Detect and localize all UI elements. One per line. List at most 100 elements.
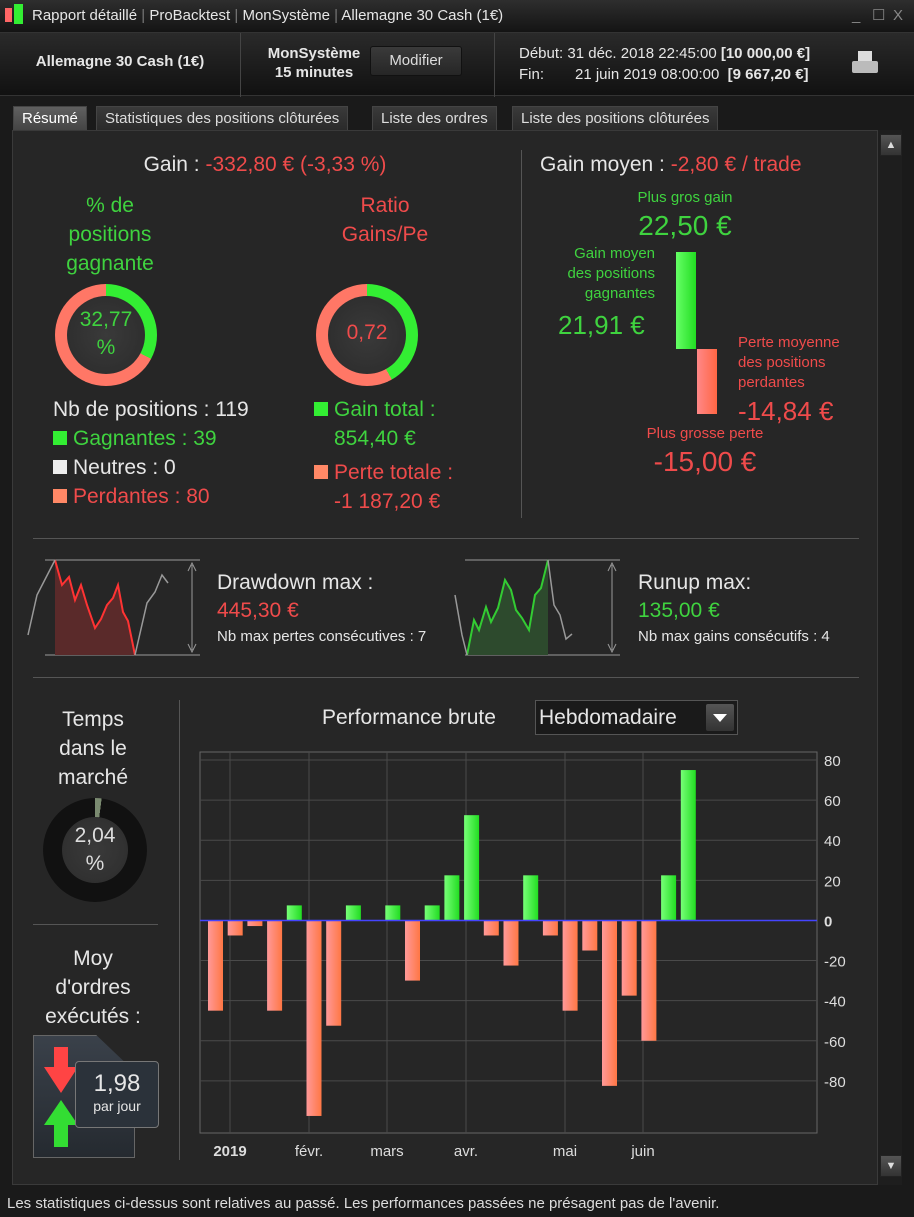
gain-total-label: Gain total :: [334, 398, 436, 421]
bar: [680, 770, 696, 921]
instrument-name: Allemagne 30 Cash (1€): [35, 53, 205, 70]
y-tick-label: 20: [824, 873, 841, 890]
divider: [33, 924, 158, 925]
title-line: positions: [68, 223, 152, 246]
tab-closed-positions[interactable]: Liste des positions clôturées: [512, 106, 719, 130]
x-tick-label: juin: [630, 1143, 654, 1160]
line: des positions: [738, 354, 826, 371]
performance-title: Performance brute: [322, 706, 496, 729]
scrollbar[interactable]: [878, 130, 902, 1185]
loss-total: -1 187,20 €: [334, 490, 441, 513]
ratio-title: Ratio Gains/Pe: [300, 191, 470, 249]
value: 2,04: [74, 824, 116, 847]
line: marché: [57, 766, 129, 789]
nb-positions: Nb de positions : 119: [53, 398, 249, 421]
x-tick-label: 2019: [213, 1143, 246, 1160]
winners: Gagnantes : 39: [73, 427, 217, 450]
divider: [33, 677, 859, 678]
bar: [523, 875, 539, 921]
max-loss: -15,00 €: [653, 446, 757, 477]
title-part: Rapport détaillé: [32, 7, 138, 24]
losers-square-icon: [53, 489, 67, 503]
disclaimer: Les statistiques ci-dessus sont relative…: [0, 1190, 914, 1217]
timeframe: 15 minutes: [274, 64, 354, 81]
divider: [521, 150, 522, 518]
bar: [621, 920, 637, 996]
close-button[interactable]: X: [893, 7, 904, 24]
totals: Gain total : 854,40 € Perte totale : -1 …: [314, 395, 453, 516]
tab-closed-stats[interactable]: Statistiques des positions clôturées: [96, 106, 349, 130]
title-part: MonSystème: [242, 7, 330, 24]
line: Temps: [62, 708, 124, 731]
unit: %: [85, 852, 105, 875]
title-line: Gains/Pe: [341, 223, 429, 246]
title-part: Allemagne 30 Cash (1€): [341, 7, 504, 24]
bar: [542, 920, 558, 936]
start-date: 31 déc. 2018 22:45:00: [567, 45, 717, 62]
bar: [286, 905, 302, 921]
y-tick-label: -60: [824, 1034, 846, 1051]
modify-button[interactable]: Modifier: [370, 46, 462, 76]
app-logo-icon-green: [14, 4, 23, 24]
title-line: gagnante: [66, 252, 154, 275]
time-in-market-value: 2,04%: [43, 822, 147, 878]
value: -2,80 € / trade: [670, 153, 802, 176]
max-gain: 22,50 €: [638, 210, 732, 241]
period-select[interactable]: Hebdomadaire: [535, 700, 738, 735]
window-title: Rapport détaillé | ProBacktest | MonSyst…: [32, 7, 504, 24]
bar: [306, 920, 322, 1116]
drawdown-title: Drawdown max :: [217, 571, 374, 594]
ratio-donut: 0,72: [316, 284, 418, 386]
y-tick-label: -80: [824, 1074, 846, 1091]
value: 32,77: [79, 308, 133, 331]
tab-resume[interactable]: Résumé: [13, 106, 87, 130]
win-pct-title: % de positions gagnante: [40, 191, 180, 278]
tab-orders[interactable]: Liste des ordres: [372, 106, 497, 130]
win-pct-donut: 32,77%: [55, 284, 157, 386]
minimize-button[interactable]: _: [852, 7, 861, 24]
line: dans le: [59, 737, 127, 760]
drawdown-sparkline: [27, 559, 200, 656]
max-gain-label: Plus gros gain: [637, 189, 733, 206]
gain-total: 854,40 €: [334, 427, 416, 450]
positions-counts: Nb de positions : 119 Gagnantes : 39 Neu…: [53, 395, 249, 511]
period-value: Hebdomadaire: [539, 706, 677, 729]
avg-gain-title: Gain moyen : -2,80 € / trade: [540, 153, 802, 177]
performance-chart: 80 60 40 20 0 -20 -40 -60 -80 2019 févr. mars avr. ma…: [199, 751, 846, 1160]
bar: [385, 905, 401, 921]
maximize-button[interactable]: ☐: [872, 7, 886, 24]
order-arrows-icon: [44, 1047, 78, 1147]
line: Moy: [73, 947, 113, 970]
drawdown-value: 445,30 €: [217, 599, 299, 622]
bar: [464, 815, 480, 921]
orders-unit: par jour: [93, 1098, 141, 1114]
bar: [444, 875, 460, 921]
line: d'ordres: [55, 976, 131, 999]
gain-label: Gain :: [143, 153, 200, 176]
title-part: ProBacktest: [149, 7, 231, 24]
bar: [326, 920, 342, 1026]
x-tick-label: mars: [370, 1143, 403, 1160]
bar: [483, 920, 499, 936]
avg-win: 21,91 €: [558, 310, 645, 340]
bar: [405, 920, 420, 981]
divider: [33, 538, 859, 539]
label: Gain moyen :: [540, 153, 665, 176]
print-icon[interactable]: [852, 51, 878, 77]
bar: [227, 920, 243, 936]
system-info: MonSystème 15 minutes: [258, 44, 370, 82]
end-date: 21 juin 2019 08:00:00: [575, 66, 720, 83]
scroll-down-button[interactable]: ▼: [880, 1155, 902, 1177]
time-in-market-title: Temps dans le marché: [22, 705, 164, 792]
avg-loss-label: Perte moyenne des positions perdantes: [738, 333, 840, 393]
bar: [503, 920, 519, 966]
runup-title: Runup max:: [638, 571, 752, 594]
x-tick-label: févr.: [295, 1143, 323, 1160]
y-tick-label: 40: [824, 833, 841, 850]
drawdown-sub: Nb max pertes consécutives : 7: [217, 628, 427, 645]
scroll-up-button[interactable]: ▲: [880, 134, 902, 156]
chevron-down-icon[interactable]: [706, 704, 734, 731]
period-info: Début: 31 déc. 2018 22:45:00 [10 000,00 …: [519, 43, 810, 85]
y-tick-label: 0: [824, 913, 832, 930]
app-logo-icon: [5, 8, 12, 22]
